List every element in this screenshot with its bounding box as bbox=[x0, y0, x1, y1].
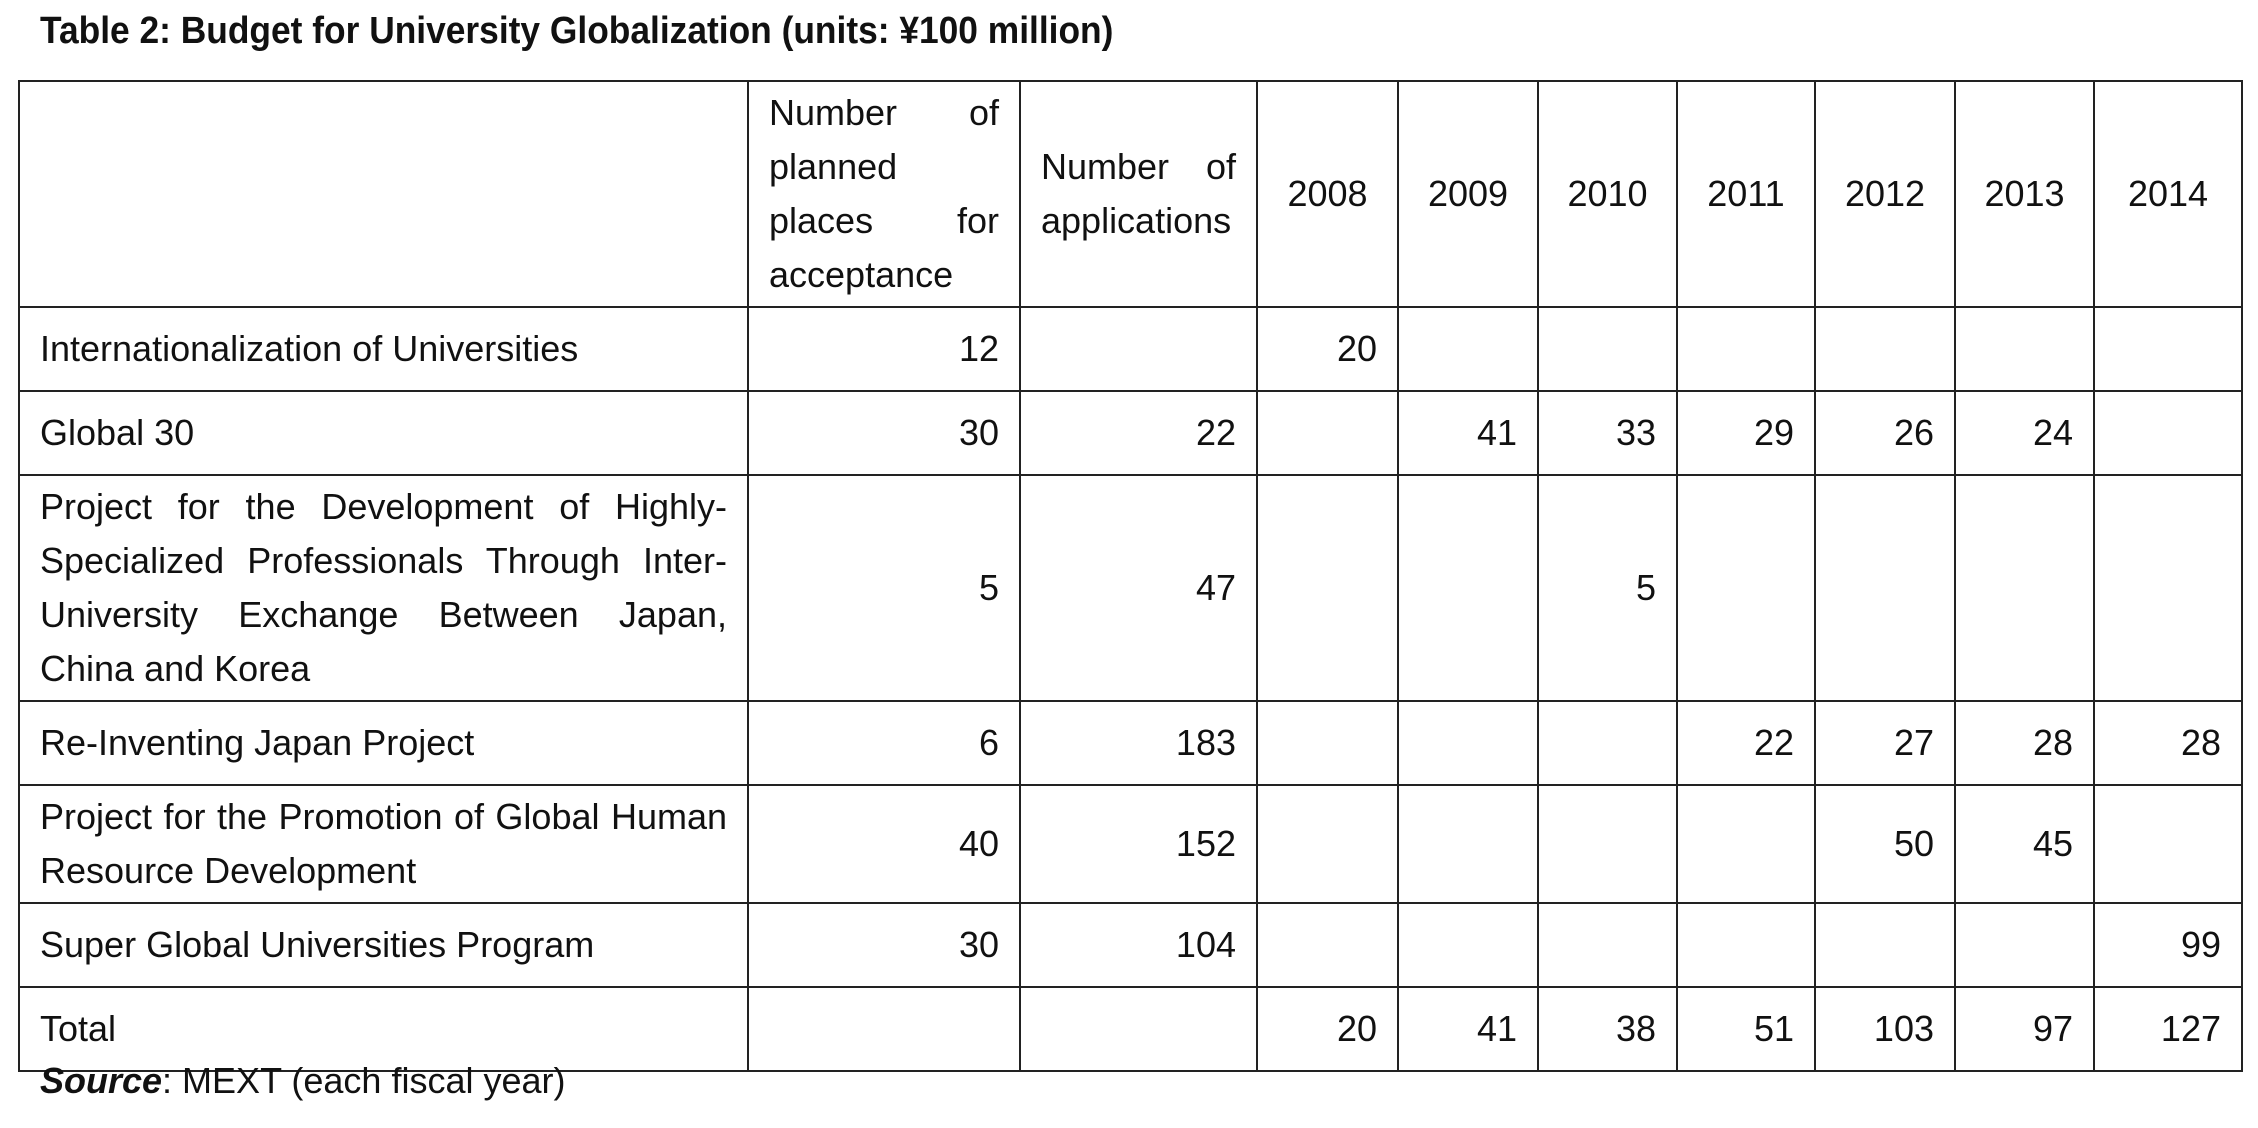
year-value-cell bbox=[1676, 306, 1816, 392]
header-blank-cell bbox=[18, 80, 749, 308]
year-value-cell: 41 bbox=[1397, 390, 1539, 476]
year-value-cell bbox=[1397, 902, 1539, 988]
year-value-cell bbox=[1256, 902, 1399, 988]
year-value-cell: 97 bbox=[1954, 986, 2095, 1072]
source-text: : MEXT (each fiscal year) bbox=[162, 1060, 566, 1101]
year-value-cell bbox=[2093, 474, 2243, 702]
year-value-cell bbox=[1256, 474, 1399, 702]
year-value-cell: 20 bbox=[1256, 986, 1399, 1072]
header-year: 2011 bbox=[1676, 80, 1816, 308]
year-value-cell: 45 bbox=[1954, 784, 2095, 904]
applications-cell: 22 bbox=[1019, 390, 1258, 476]
planned-cell: 40 bbox=[747, 784, 1021, 904]
year-value-cell bbox=[1397, 700, 1539, 786]
planned-cell bbox=[747, 986, 1021, 1072]
year-value-cell: 22 bbox=[1676, 700, 1816, 786]
planned-cell: 12 bbox=[747, 306, 1021, 392]
header-year: 2013 bbox=[1954, 80, 2095, 308]
row-label: Internationalization of Universities bbox=[18, 306, 749, 392]
year-value-cell: 28 bbox=[1954, 700, 2095, 786]
row-label: Project for the Promotion of Global Huma… bbox=[18, 784, 749, 904]
applications-cell bbox=[1019, 306, 1258, 392]
table-row: Internationalization of Universities 12 … bbox=[18, 306, 2243, 392]
year-value-cell: 33 bbox=[1537, 390, 1678, 476]
year-value-cell bbox=[1397, 306, 1539, 392]
year-value-cell: 127 bbox=[2093, 986, 2243, 1072]
source-label: Source bbox=[40, 1060, 163, 1101]
table-row: Project for the Development of Highly-Sp… bbox=[18, 474, 2243, 702]
year-value-cell: 50 bbox=[1814, 784, 1956, 904]
year-value-cell bbox=[1814, 902, 1956, 988]
applications-cell: 47 bbox=[1019, 474, 1258, 702]
year-value-cell bbox=[1537, 902, 1678, 988]
table-title: Table 2: Budget for University Globaliza… bbox=[40, 10, 1114, 52]
year-value-cell: 24 bbox=[1954, 390, 2095, 476]
year-value-cell: 28 bbox=[2093, 700, 2243, 786]
year-value-cell: 41 bbox=[1397, 986, 1539, 1072]
planned-cell: 30 bbox=[747, 390, 1021, 476]
year-value-cell bbox=[2093, 306, 2243, 392]
table-row: Project for the Promotion of Global Huma… bbox=[18, 784, 2243, 904]
year-value-cell bbox=[1814, 474, 1956, 702]
planned-cell: 5 bbox=[747, 474, 1021, 702]
row-label: Super Global Universities Program bbox=[18, 902, 749, 988]
year-value-cell bbox=[2093, 784, 2243, 904]
source-note: Source: MEXT (each fiscal year) bbox=[40, 1060, 566, 1102]
year-value-cell bbox=[1256, 700, 1399, 786]
year-value-cell: 5 bbox=[1537, 474, 1678, 702]
table-row: Re-Inventing Japan Project 6 183 22 27 2… bbox=[18, 700, 2243, 786]
row-label: Project for the Development of Highly-Sp… bbox=[18, 474, 749, 702]
table-row: Super Global Universities Program 30 104… bbox=[18, 902, 2243, 988]
year-value-cell bbox=[1676, 902, 1816, 988]
year-value-cell bbox=[1537, 700, 1678, 786]
header-planned-places: Number of planned places for acceptance bbox=[747, 80, 1021, 308]
row-label: Re-Inventing Japan Project bbox=[18, 700, 749, 786]
year-value-cell bbox=[2093, 390, 2243, 476]
budget-table: Number of planned places for acceptance … bbox=[18, 80, 2243, 1072]
applications-cell: 152 bbox=[1019, 784, 1258, 904]
year-value-cell: 103 bbox=[1814, 986, 1956, 1072]
year-value-cell bbox=[1537, 306, 1678, 392]
year-value-cell: 27 bbox=[1814, 700, 1956, 786]
row-label: Total bbox=[18, 986, 749, 1072]
year-value-cell: 20 bbox=[1256, 306, 1399, 392]
planned-cell: 30 bbox=[747, 902, 1021, 988]
year-value-cell bbox=[1397, 474, 1539, 702]
year-value-cell bbox=[1954, 474, 2095, 702]
header-year: 2009 bbox=[1397, 80, 1539, 308]
year-value-cell bbox=[1256, 390, 1399, 476]
applications-cell: 183 bbox=[1019, 700, 1258, 786]
planned-cell: 6 bbox=[747, 700, 1021, 786]
header-year: 2014 bbox=[2093, 80, 2243, 308]
year-value-cell bbox=[1954, 306, 2095, 392]
year-value-cell: 26 bbox=[1814, 390, 1956, 476]
header-applications: Number of applications bbox=[1019, 80, 1258, 308]
year-value-cell: 38 bbox=[1537, 986, 1678, 1072]
year-value-cell: 51 bbox=[1676, 986, 1816, 1072]
year-value-cell bbox=[1256, 784, 1399, 904]
year-value-cell bbox=[1676, 474, 1816, 702]
header-year: 2010 bbox=[1537, 80, 1678, 308]
year-value-cell bbox=[1676, 784, 1816, 904]
total-row: Total 20 41 38 51 103 97 127 bbox=[18, 986, 2243, 1072]
year-value-cell bbox=[1397, 784, 1539, 904]
year-value-cell bbox=[1537, 784, 1678, 904]
applications-cell: 104 bbox=[1019, 902, 1258, 988]
year-value-cell bbox=[1814, 306, 1956, 392]
year-value-cell: 99 bbox=[2093, 902, 2243, 988]
year-value-cell bbox=[1954, 902, 2095, 988]
year-value-cell: 29 bbox=[1676, 390, 1816, 476]
header-row: Number of planned places for acceptance … bbox=[18, 80, 2243, 308]
header-year: 2012 bbox=[1814, 80, 1956, 308]
applications-cell bbox=[1019, 986, 1258, 1072]
header-year: 2008 bbox=[1256, 80, 1399, 308]
table-row: Global 30 30 22 41 33 29 26 24 bbox=[18, 390, 2243, 476]
row-label: Global 30 bbox=[18, 390, 749, 476]
